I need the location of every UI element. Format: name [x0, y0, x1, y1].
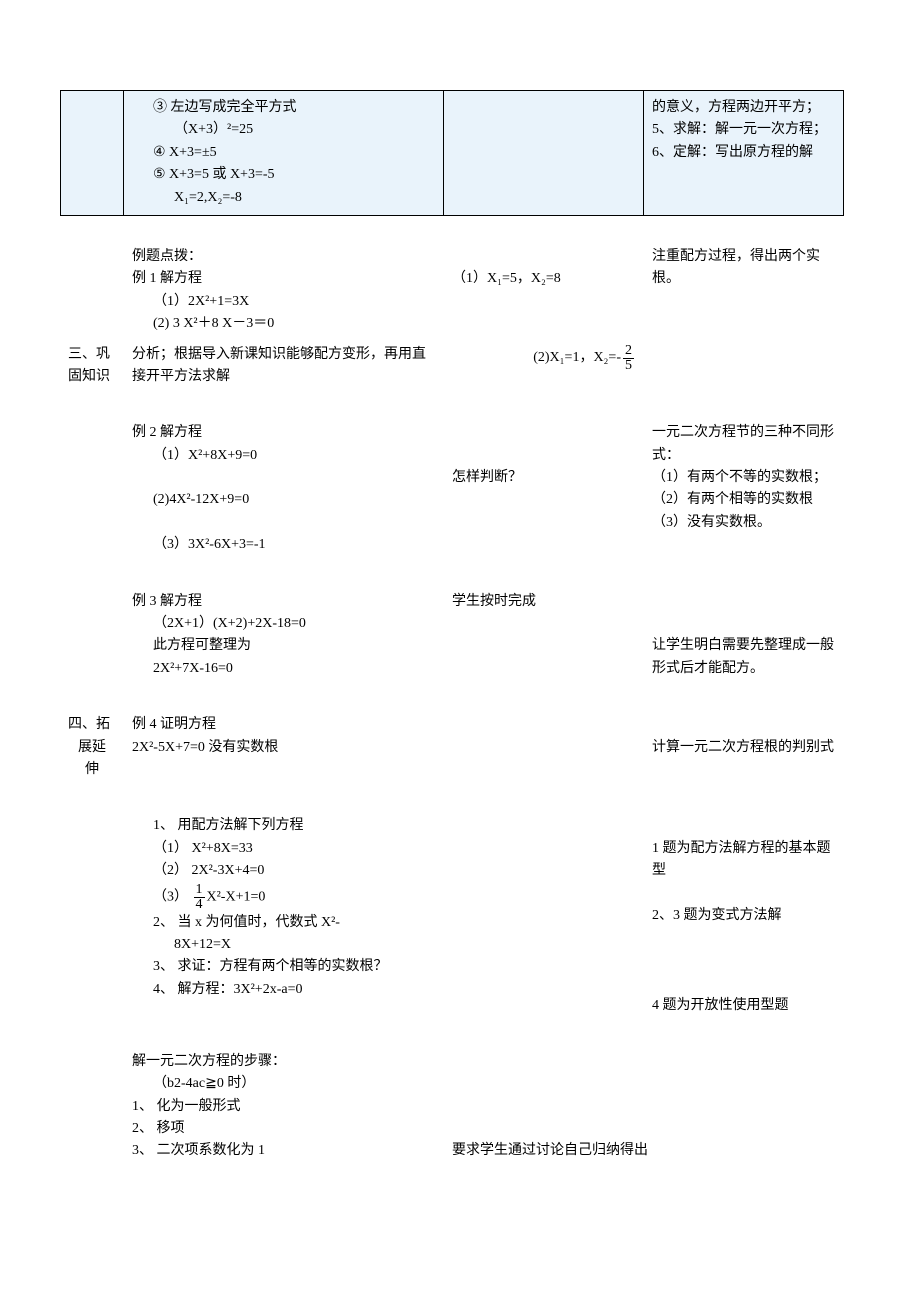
s3-p1-l5: 分析；根据导入新课知识能够配方变形，再用直接开平方法求解 [132, 344, 436, 389]
section3-label-b: 固知识 [68, 366, 116, 388]
section4-label-b: 展延 [68, 737, 116, 759]
s3-p1-l4: (2) 3 X²＋8 X－3＝0 [132, 313, 436, 335]
steps-l1: 解一元二次方程的步骤： [132, 1051, 436, 1073]
s3-p1-l3: （1）2X²+1=3X [132, 291, 436, 313]
s3-r1: （1）X₁=5，X₂=8 [452, 268, 636, 290]
s4-n4: 4 题为开放性使用型题 [652, 995, 836, 1017]
s3-n3: 让学生明白需要先整理成一般形式后才能配方。 [652, 635, 836, 680]
s3-r3: 怎样判断？ [452, 467, 636, 489]
s4-p1-l2: 2X²-5X+7=0 没有实数根 [132, 737, 436, 759]
s4-n2: 1 题为配方法解方程的基本题型 [652, 838, 836, 883]
s4-q2-l2: 8X+12=X [132, 934, 436, 956]
box-c2-l4: ⑤ X+3=5 或 X+3=-5 [132, 164, 435, 186]
s3-p3-l1: 例 3 解方程 [132, 591, 436, 613]
s4-p1-l1: 例 4 证明方程 [132, 714, 436, 736]
box-c4-l2: 5、求解：解一元一次方程； [652, 119, 835, 141]
section3-label-a: 三、巩 [68, 344, 116, 366]
box-c4-l3: 6、定解：写出原方程的解 [652, 142, 835, 164]
s4-q3: 3、 求证：方程有两个相等的实数根？ [132, 956, 436, 978]
s3-n2-l4: （3）没有实数根。 [652, 512, 836, 534]
box-col4: 的意义，方程两边开平方； 5、求解：解一元一次方程； 6、定解：写出原方程的解 [644, 90, 844, 216]
s4-q4: 4、 解方程：3X²+2x-a=0 [132, 979, 436, 1001]
s3-r4: 学生按时完成 [452, 591, 636, 613]
steps-l4: 2、 移项 [132, 1118, 436, 1140]
s4-q1-1: （1） X²+8X=33 [132, 838, 436, 860]
s3-p2-l1: 例 2 解方程 [132, 422, 436, 444]
s4-q1-2: （2） 2X²-3X+4=0 [132, 860, 436, 882]
s4-n1: 计算一元二次方程根的判别式 [652, 737, 836, 759]
box-c4-l1: 的意义，方程两边开平方； [652, 97, 835, 119]
s3-p3-l4: 2X²+7X-16=0 [132, 658, 436, 680]
s4-q2-l1: 2、 当 x 为何值时，代数式 X²- [132, 912, 436, 934]
s3-p3-l3: 此方程可整理为 [132, 635, 436, 657]
steps-l3: 1、 化为一般形式 [132, 1096, 436, 1118]
steps-l2: （b2-4ac≧0 时） [132, 1073, 436, 1095]
steps-note: 要求学生通过讨论自己归纳得出 [452, 1140, 836, 1162]
box-col1 [60, 90, 124, 216]
s3-p3-l2: （2X+1）(X+2)+2X-18=0 [132, 613, 436, 635]
s3-p2-l2: （1）X²+8X+9=0 [132, 445, 436, 467]
s3-n2-l2: （1）有两个不等的实数根； [652, 467, 836, 489]
steps-l5: 3、 二次项系数化为 1 [132, 1140, 436, 1162]
box-col3 [444, 90, 644, 216]
s4-n3: 2、3 题为变式方法解 [652, 905, 836, 927]
s3-p2-l3: (2)4X²-12X+9=0 [132, 489, 436, 511]
box-c2-l3: ④ X+3=±5 [132, 142, 435, 164]
s3-p2-l4: （3）3X²-6X+3=-1 [132, 534, 436, 556]
box-c2-l2: （X+3）²=25 [132, 119, 435, 141]
s4-q1-3: （3） 14X²-X+1=0 [132, 883, 436, 912]
s3-p1-l1: 例题点拨： [132, 246, 436, 268]
box-col2: ③ 左边写成完全平方式 （X+3）²=25 ④ X+3=±5 ⑤ X+3=5 或… [124, 90, 444, 216]
s3-n2-l3: （2）有两个相等的实数根 [652, 489, 836, 511]
s3-n2-l1: 一元二次方程节的三种不同形式： [652, 422, 836, 467]
s3-n1: 注重配方过程，得出两个实根。 [652, 246, 836, 291]
section4-label-a: 四、拓 [68, 714, 116, 736]
s4-q1: 1、 用配方法解下列方程 [132, 815, 436, 837]
s3-r2: (2)X₁=1，X₂=-25 [533, 350, 636, 365]
section4-label-c: 伸 [68, 759, 116, 781]
s3-p1-l2: 例 1 解方程 [132, 268, 436, 290]
box-c2-l5: X₁=2,X₂=-8 [132, 187, 435, 209]
box-c2-l1: ③ 左边写成完全平方式 [132, 97, 435, 119]
